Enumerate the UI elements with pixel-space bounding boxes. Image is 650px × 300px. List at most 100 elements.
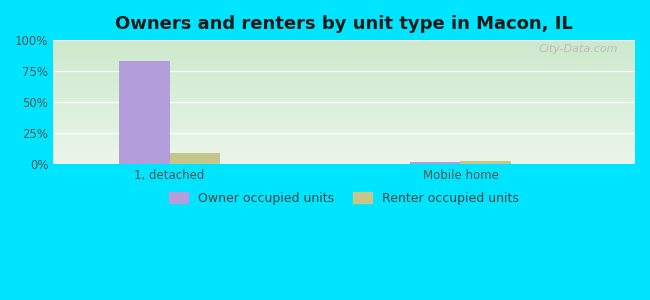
Bar — [53, 43, 635, 44]
Bar — [53, 41, 635, 42]
Bar — [53, 106, 635, 107]
Bar — [53, 100, 635, 101]
Bar — [53, 52, 635, 53]
Bar — [53, 89, 635, 90]
Bar — [53, 63, 635, 64]
Bar — [53, 80, 635, 81]
Bar — [53, 55, 635, 56]
Bar — [53, 154, 635, 155]
Bar — [53, 153, 635, 154]
Bar — [53, 81, 635, 82]
Bar — [53, 71, 635, 72]
Bar — [53, 146, 635, 147]
Legend: Owner occupied units, Renter occupied units: Owner occupied units, Renter occupied un… — [164, 187, 524, 210]
Bar — [53, 142, 635, 143]
Bar — [53, 78, 635, 79]
Bar — [53, 66, 635, 67]
Text: City-Data.com: City-Data.com — [538, 44, 617, 54]
Bar — [53, 69, 635, 70]
Bar — [53, 134, 635, 135]
Bar — [53, 102, 635, 103]
Bar — [53, 46, 635, 47]
Bar — [53, 97, 635, 98]
Bar — [53, 114, 635, 115]
Bar — [53, 72, 635, 73]
Bar — [53, 94, 635, 95]
Bar — [53, 105, 635, 106]
Bar — [53, 128, 635, 129]
Bar — [53, 161, 635, 162]
Bar — [53, 64, 635, 65]
Bar — [53, 138, 635, 139]
Bar — [53, 82, 635, 83]
Bar — [53, 155, 635, 156]
Bar — [53, 147, 635, 148]
Bar — [53, 107, 635, 108]
Bar — [53, 126, 635, 127]
Bar — [53, 163, 635, 164]
Bar — [53, 48, 635, 49]
Bar — [53, 103, 635, 104]
Bar — [53, 65, 635, 66]
Bar — [53, 58, 635, 59]
Bar — [53, 68, 635, 69]
Bar — [53, 77, 635, 78]
Bar — [53, 79, 635, 80]
Bar — [53, 74, 635, 75]
Bar — [53, 57, 635, 58]
Bar — [53, 162, 635, 163]
Bar — [53, 113, 635, 114]
Bar — [53, 76, 635, 77]
Bar — [53, 116, 635, 117]
Bar — [53, 133, 635, 134]
Bar — [53, 42, 635, 43]
Bar — [53, 50, 635, 51]
Bar — [119, 61, 170, 164]
Bar — [53, 95, 635, 96]
Bar — [53, 112, 635, 113]
Bar — [53, 115, 635, 116]
Bar — [53, 151, 635, 152]
Bar — [53, 83, 635, 84]
Bar — [53, 56, 635, 57]
Bar — [53, 60, 635, 61]
Bar — [53, 137, 635, 138]
Bar — [53, 111, 635, 112]
Bar — [53, 120, 635, 121]
Bar — [53, 149, 635, 150]
Bar — [53, 132, 635, 133]
Bar — [53, 118, 635, 119]
Bar — [53, 125, 635, 126]
Bar — [53, 61, 635, 62]
Bar — [53, 143, 635, 144]
Bar — [53, 85, 635, 86]
Bar — [53, 101, 635, 102]
Bar — [53, 152, 635, 153]
Bar — [53, 87, 635, 88]
Bar — [53, 98, 635, 99]
Bar — [53, 104, 635, 105]
Bar — [53, 124, 635, 125]
Title: Owners and renters by unit type in Macon, IL: Owners and renters by unit type in Macon… — [115, 15, 573, 33]
Bar — [410, 162, 460, 164]
Bar — [53, 45, 635, 46]
Bar — [53, 75, 635, 76]
Bar — [53, 44, 635, 45]
Bar — [53, 159, 635, 160]
Bar — [53, 144, 635, 145]
Bar — [53, 122, 635, 123]
Bar — [53, 59, 635, 60]
Bar — [53, 130, 635, 131]
Bar — [53, 92, 635, 93]
Bar — [53, 93, 635, 94]
Bar — [53, 47, 635, 48]
Bar — [53, 160, 635, 161]
Bar — [53, 99, 635, 100]
Bar — [53, 139, 635, 140]
Bar — [53, 158, 635, 159]
Bar — [460, 160, 512, 164]
Bar — [53, 67, 635, 68]
Bar — [53, 141, 635, 142]
Bar — [53, 145, 635, 146]
Bar — [53, 96, 635, 97]
